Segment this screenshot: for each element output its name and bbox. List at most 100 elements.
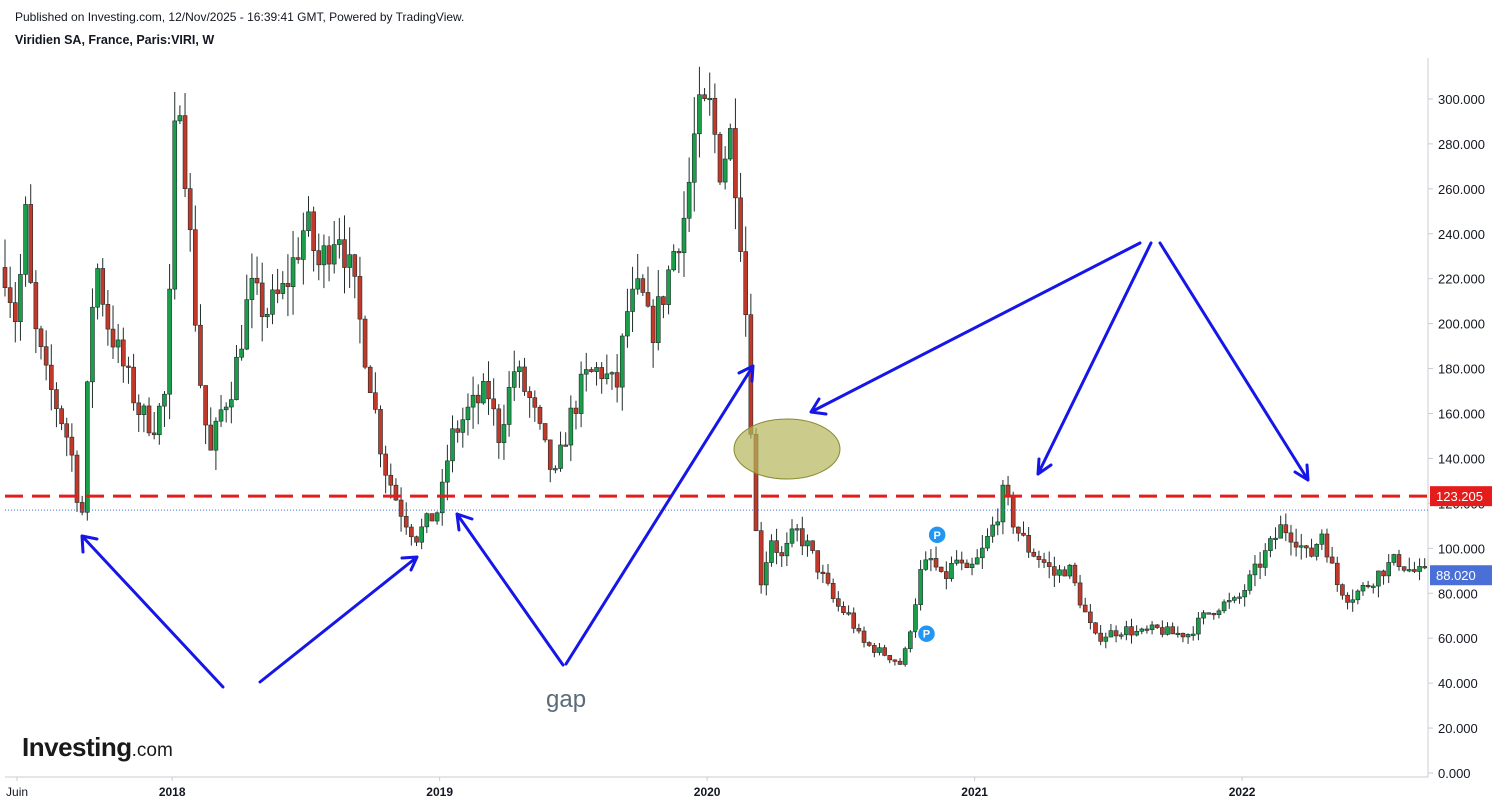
candle-down [182,115,188,189]
candle-up [465,406,471,420]
candle-down [733,128,738,199]
candle-down [810,540,815,551]
candle-down [640,278,646,293]
candle-down [295,257,301,260]
candle-down [820,571,826,574]
candle-down [43,346,49,366]
candle-down [830,583,836,599]
candle-up [218,409,224,422]
candle-down [100,268,106,305]
candle-down [187,188,193,231]
candle-down [403,516,409,528]
candle-down [1283,524,1289,534]
candle-down [121,339,126,367]
x-tick-label: 2019 [426,785,453,799]
candle-down [1170,626,1175,635]
candle-down [1324,533,1330,558]
candle-up [969,563,975,569]
candle-down [362,318,368,368]
pivot-circle [927,525,947,545]
candle-down [388,474,394,486]
candle-up [1108,630,1114,638]
highlight-ellipse [733,418,841,480]
chart-frame [5,58,1429,778]
candle-down [1026,535,1031,553]
candle-up [1242,590,1247,598]
gap-label: gap [546,686,586,713]
pivot-markers: PP [916,525,947,644]
x-tick-label: 2018 [159,785,186,799]
candle-down [1041,559,1047,563]
arrow-5 [809,241,1142,416]
candle-up [1134,630,1139,636]
candle-down [136,402,142,415]
pivot-marker: P [927,525,947,545]
candle-up [501,424,507,443]
candle-down [208,424,214,451]
candle-down [151,432,157,436]
candle-up [265,314,270,318]
candle-up [609,372,615,375]
candle-up [511,371,517,388]
x-tick-label: 2022 [1229,785,1256,799]
candle-down [1365,584,1371,588]
candle-down [887,655,893,661]
candle-up [1262,550,1268,568]
candle-down [532,397,538,408]
candle-up [769,540,774,563]
candle-down [383,453,388,476]
published-note: Published on Investing.com, 12/Nov/2025 … [15,10,465,24]
candle-down [74,454,80,503]
candle-up [347,254,352,268]
candle-up [985,535,990,549]
candle-up [635,278,640,290]
candle-up [980,547,985,559]
candle-down [1113,630,1119,637]
candle-up [727,128,733,160]
candle-up [619,335,625,388]
candle-down [275,289,280,294]
candle-up [1175,632,1181,636]
candle-down [676,251,682,254]
candle-down [373,392,378,410]
candle-down [1206,612,1211,615]
candle-up [177,115,183,122]
candle-up [1103,636,1109,642]
candle-up [419,526,424,543]
candle-down [7,287,13,303]
candle-down [1304,545,1309,549]
candle-up [1165,626,1170,635]
candle-down [1345,594,1350,603]
candle-down [1211,613,1217,616]
candle-up [424,513,430,528]
candle-up [434,512,440,522]
candle-up [337,239,342,245]
candle-up [1149,624,1155,630]
candle-up [1190,633,1196,636]
time-axis: Juin 2018 2019 2020 2021 2022 [6,777,1256,799]
candle-down [856,628,862,632]
candle-down [455,428,460,433]
y-tick-label: 60.000 [1438,631,1478,646]
candle-up [1298,545,1304,548]
candle-up [239,348,244,358]
candle-down [79,502,85,513]
price-axis: 0.00020.00040.00060.00080.000100.000120.… [1428,92,1492,781]
candle-up [1406,569,1412,572]
candle-up [902,648,908,665]
y-tick-label: 280.000 [1438,137,1485,152]
candle-up [1314,544,1319,557]
candle-down [573,407,579,414]
candle-down [12,302,18,323]
candle-down [491,398,496,410]
candle-up [1232,597,1237,601]
y-tick-label: 0.000 [1438,766,1471,781]
y-tick-label: 200.000 [1438,317,1485,332]
candle-down [861,630,867,643]
candle-down [1005,484,1011,496]
candle-down [1082,604,1088,613]
last-price-label: 88.020 [1436,568,1476,583]
candle-up [553,468,558,471]
support-level-label: 123.205 [1436,489,1483,504]
